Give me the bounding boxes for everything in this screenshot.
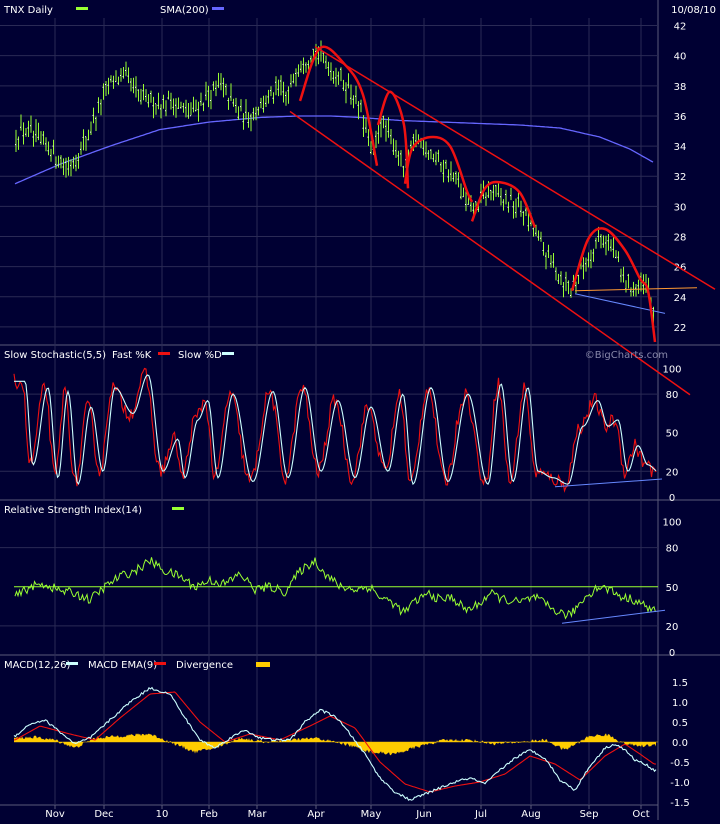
macd-legend-ema: MACD EMA(9) [88, 660, 157, 671]
slow-d-line [14, 374, 657, 486]
price-tick-label: 38 [674, 82, 687, 93]
stochastic-tick-label: 80 [666, 390, 679, 401]
macd-tick-label: 0.0 [672, 738, 688, 749]
channel-upper-line [314, 45, 716, 290]
x-tick-label: 10 [156, 809, 169, 820]
x-tick-label: Dec [94, 809, 113, 820]
symbol-legend-swatch [76, 7, 88, 10]
support-line [574, 287, 698, 292]
price-tick-label: 28 [674, 233, 687, 244]
rsi-tick-label: 0 [669, 648, 675, 659]
rsi-line [14, 557, 656, 620]
rsi-trendline [561, 609, 666, 624]
price-tick-label: 32 [674, 172, 687, 183]
stochastic-tick-label: 50 [666, 429, 679, 440]
rsi-tick-label: 80 [666, 544, 679, 555]
macd-tick-label: -1.0 [670, 778, 690, 789]
arc-pattern [298, 45, 379, 166]
stochastic-title: Slow Stochastic(5,5) [4, 350, 106, 361]
x-tick-label: Jul [474, 809, 487, 820]
x-tick-label: Aug [521, 809, 541, 820]
arc-pattern [470, 180, 537, 228]
macd-line [13, 686, 657, 801]
arc-pattern [570, 227, 657, 343]
macd-tick-label: 1.0 [672, 698, 688, 709]
macd-tick-label: 1.5 [672, 678, 688, 689]
macd-ema-line [13, 691, 656, 793]
x-axis: Nov Dec 10 Feb Mar Apr May Jun Jul Aug Sep Oct [45, 805, 650, 820]
macd-tick-label: -0.5 [670, 758, 690, 769]
divergence-swatch [256, 662, 270, 667]
stochastic-k-swatch [158, 352, 170, 355]
rsi-panel: 0 20 50 80 100 [14, 518, 682, 659]
macd-tick-label: -1.5 [670, 798, 690, 809]
x-tick-label: Feb [200, 809, 218, 820]
rsi-title: Relative Strength Index(14) [4, 505, 142, 516]
stochastic-panel: 0 20 50 80 100 [13, 364, 682, 504]
rsi-swatch [172, 507, 184, 510]
macd-tick-label: 0.5 [672, 718, 688, 729]
x-tick-label: Sep [580, 809, 599, 820]
macd-ema-swatch [154, 662, 166, 665]
price-tick-label: 30 [674, 202, 687, 213]
stochastic-d-swatch [222, 352, 234, 355]
price-tick-label: 36 [674, 112, 687, 123]
x-tick-label: Nov [45, 809, 65, 820]
stochastic-tick-label: 20 [666, 467, 679, 478]
symbol-label: TNX Daily [3, 5, 53, 16]
macd-panel: 1.5 1.0 0.5 0.0 -0.5 -1.0 -1.5 [13, 678, 690, 809]
macd-legend-divergence: Divergence [176, 660, 233, 671]
x-tick-label: May [361, 809, 382, 820]
sma-line [14, 115, 654, 185]
rsi-tick-label: 20 [666, 622, 679, 633]
stochastic-tick-label: 0 [669, 493, 675, 504]
macd-swatch [66, 662, 78, 665]
price-panel: 2224262830323436384042 [14, 22, 716, 396]
watermark: ©BigCharts.com [585, 350, 668, 361]
rsi-tick-label: 100 [662, 518, 681, 529]
channel-lower-line [289, 110, 691, 396]
stochastic-tick-label: 100 [662, 364, 681, 375]
stochastic-legend-d: Slow %D [178, 350, 222, 361]
x-tick-label: Apr [307, 809, 325, 820]
rsi-tick-label: 50 [666, 583, 679, 594]
sma-label: SMA(200) [160, 5, 209, 16]
x-tick-label: Oct [632, 809, 649, 820]
arc-pattern [376, 90, 410, 189]
price-tick-label: 24 [674, 293, 687, 304]
date-label: 10/08/10 [671, 5, 716, 16]
sma-legend-swatch [212, 7, 224, 10]
x-tick-label: Mar [248, 809, 268, 820]
price-tick-label: 34 [674, 142, 687, 153]
macd-legend-macd: MACD(12,26) [4, 660, 71, 671]
arc-pattern [403, 135, 474, 203]
price-tick-label: 40 [674, 52, 687, 63]
x-tick-label: Jun [415, 809, 432, 820]
price-tick-label: 22 [674, 323, 687, 334]
stochastic-legend-k: Fast %K [112, 350, 152, 361]
price-tick-label: 42 [674, 22, 687, 33]
stochastic-trendline [554, 478, 663, 488]
